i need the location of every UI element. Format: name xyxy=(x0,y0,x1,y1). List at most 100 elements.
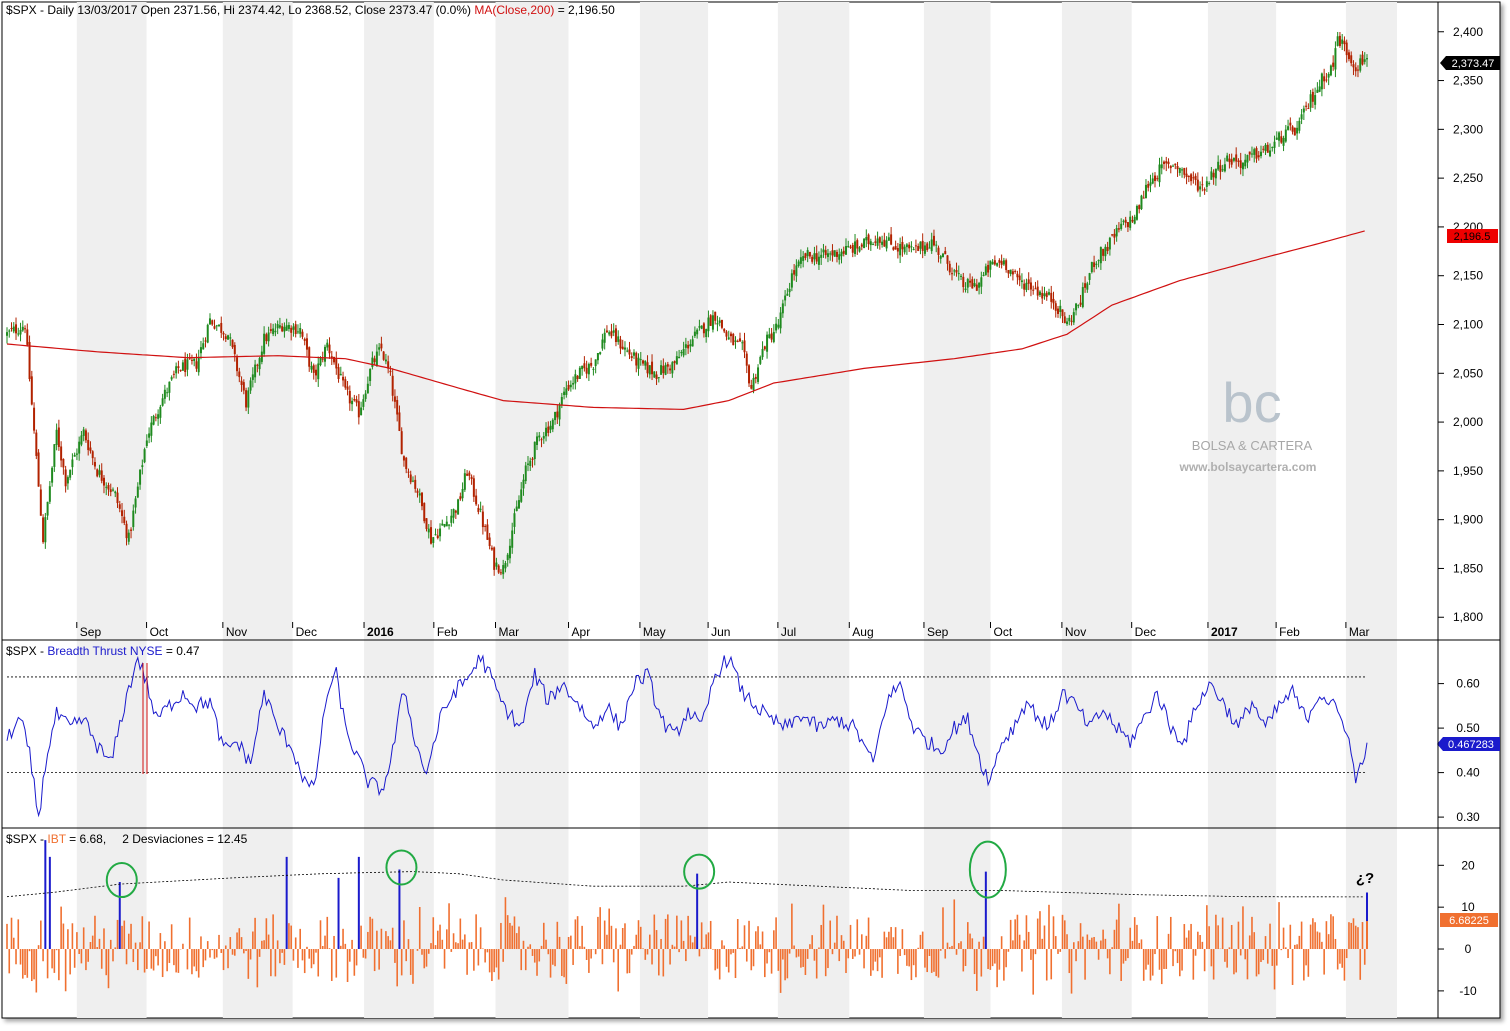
candle xyxy=(628,341,631,360)
candle xyxy=(247,387,250,414)
breadth-tick-label: 0.30 xyxy=(1456,810,1480,824)
candle xyxy=(966,277,969,294)
candle xyxy=(1307,103,1310,110)
candle xyxy=(1153,172,1156,188)
candle xyxy=(434,528,437,536)
candle xyxy=(720,319,723,330)
candle xyxy=(172,370,175,379)
candle xyxy=(1300,109,1303,125)
candle xyxy=(666,361,669,374)
price-tick-label: 1,900 xyxy=(1453,513,1483,527)
candle xyxy=(549,420,552,434)
candle xyxy=(1054,300,1057,318)
candle xyxy=(655,371,658,386)
candle xyxy=(822,243,825,258)
candle xyxy=(375,344,378,367)
candle xyxy=(867,233,870,250)
candle xyxy=(680,349,683,357)
candle xyxy=(335,351,338,375)
ibt-header-dev: 2 Desviaciones = 12.45 xyxy=(122,832,247,846)
candle xyxy=(1278,131,1281,147)
candle xyxy=(121,503,124,524)
candle xyxy=(141,459,144,475)
candle xyxy=(829,251,832,261)
candle xyxy=(371,351,374,370)
candle xyxy=(466,470,469,477)
candle xyxy=(872,242,875,246)
candle xyxy=(1011,268,1014,281)
candle xyxy=(1072,308,1075,326)
candle xyxy=(626,347,629,353)
candle xyxy=(28,335,31,382)
highlight-circle xyxy=(968,840,1007,899)
candle xyxy=(849,244,852,249)
candle xyxy=(951,267,954,281)
ibt-header-series: IBT xyxy=(47,832,66,846)
candle xyxy=(700,325,703,330)
candle xyxy=(937,245,940,263)
candle xyxy=(567,380,570,392)
candle xyxy=(941,252,944,258)
candle xyxy=(1323,68,1326,90)
candle xyxy=(953,268,956,276)
candle xyxy=(1266,142,1269,153)
candle xyxy=(400,427,403,455)
month-label: Sep xyxy=(927,625,949,639)
candle xyxy=(696,328,699,339)
candle xyxy=(443,523,446,528)
candle xyxy=(748,364,751,387)
candle xyxy=(978,281,981,295)
candle xyxy=(842,246,845,257)
candle xyxy=(524,461,527,485)
candle xyxy=(256,363,259,373)
candle xyxy=(450,509,453,527)
candle xyxy=(448,524,451,530)
candle xyxy=(472,475,475,502)
month-label: Oct xyxy=(150,625,169,639)
candle xyxy=(73,452,76,457)
candle xyxy=(1329,64,1332,77)
candle xyxy=(646,355,649,378)
candle xyxy=(718,317,721,327)
candle xyxy=(287,322,290,332)
ibt-last-label: 6.68225 xyxy=(1449,915,1489,927)
candle xyxy=(991,259,994,265)
candle xyxy=(833,250,836,257)
candle xyxy=(939,254,942,264)
candle xyxy=(78,436,81,461)
candle xyxy=(883,232,886,247)
candle xyxy=(896,242,899,259)
candle xyxy=(432,536,435,548)
candle xyxy=(145,434,148,449)
candle xyxy=(558,402,561,427)
candle xyxy=(1271,146,1274,152)
candle xyxy=(511,522,514,554)
candle xyxy=(517,495,520,510)
candle xyxy=(8,329,11,338)
candle xyxy=(865,229,868,248)
candle xyxy=(506,552,509,567)
candle xyxy=(1269,143,1272,158)
candle xyxy=(639,351,642,366)
candle xyxy=(1124,216,1127,228)
candle xyxy=(946,255,949,271)
candle xyxy=(30,370,33,406)
candle xyxy=(745,351,748,374)
candle xyxy=(1320,72,1323,97)
candle xyxy=(899,237,902,264)
candle xyxy=(1359,54,1362,73)
candle xyxy=(585,360,588,379)
candle xyxy=(136,482,139,499)
candle xyxy=(581,365,584,376)
candle xyxy=(759,355,762,365)
candle xyxy=(1314,87,1317,110)
candle xyxy=(495,557,498,570)
candle xyxy=(42,514,45,544)
candle xyxy=(470,474,473,485)
candle xyxy=(1079,294,1082,307)
candle xyxy=(461,482,464,502)
candle xyxy=(984,263,987,276)
candle xyxy=(208,313,211,325)
candle xyxy=(276,320,279,335)
